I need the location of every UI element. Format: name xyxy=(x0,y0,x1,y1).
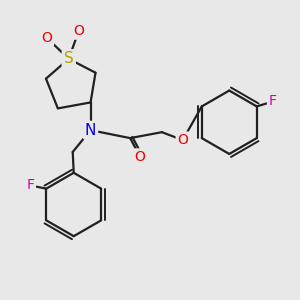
Text: N: N xyxy=(85,123,96,138)
Text: O: O xyxy=(73,24,84,38)
Text: O: O xyxy=(135,150,146,164)
Text: S: S xyxy=(64,51,74,66)
Text: F: F xyxy=(268,94,277,109)
Text: O: O xyxy=(177,133,188,147)
Text: F: F xyxy=(26,178,34,192)
Text: O: O xyxy=(41,31,52,45)
